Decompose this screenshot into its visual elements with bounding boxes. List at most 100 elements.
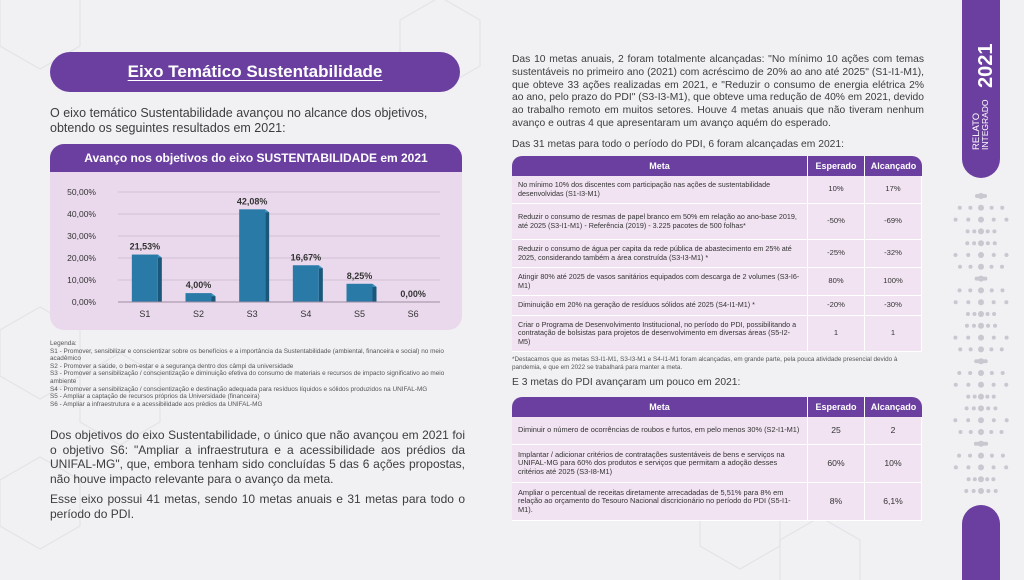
- decorative-dot: [992, 312, 997, 316]
- decorative-dot: [989, 205, 994, 210]
- decorative-dot: [989, 347, 994, 352]
- decorative-dot: [1004, 253, 1009, 257]
- decorative-dot: [964, 406, 969, 411]
- meta-cell: No mínimo 10% dos discentes com particip…: [512, 176, 808, 204]
- decorative-dot: [978, 252, 984, 258]
- alcancado-cell: 6,1%: [865, 483, 922, 521]
- decorative-dot: [985, 477, 990, 482]
- decorative-dot: [971, 406, 976, 411]
- decorative-dot: [966, 300, 971, 305]
- table-row: Atingir 80% até 2025 de vasos sanitários…: [512, 268, 922, 296]
- decorative-dot: [978, 464, 984, 471]
- meta-cell: Reduzir o consumo de água per capita da …: [512, 240, 808, 268]
- decorative-dot: [968, 453, 973, 458]
- data-label: 0,00%: [400, 289, 426, 299]
- decorative-dot: [966, 477, 971, 482]
- alcancado-cell: 100%: [865, 268, 922, 296]
- decorative-dot: [968, 430, 973, 434]
- decorative-dot: [978, 334, 984, 341]
- decorative-dot: [991, 217, 996, 222]
- decorative-dot: [978, 228, 984, 235]
- legend-item: S6 - Ampliar a infraestrutura e a acessi…: [50, 400, 263, 408]
- data-label: 21,53%: [130, 242, 161, 252]
- alcancado-cell: 17%: [865, 176, 922, 204]
- decorative-dot: [978, 322, 984, 329]
- esperado-cell: -25%: [808, 240, 865, 268]
- decorative-dot: [971, 323, 976, 328]
- table-row: Ampliar o percentual de receitas diretam…: [512, 483, 922, 521]
- decorative-dot: [999, 347, 1004, 352]
- decorative-dot: [1004, 382, 1009, 387]
- decorative-dot: [965, 312, 970, 316]
- decorative-dot: [991, 418, 996, 423]
- legend-item: S3 - Promover a sensibilização / conscie…: [50, 370, 445, 385]
- y-tick-label: 0,00%: [72, 297, 97, 307]
- esperado-cell: 10%: [808, 176, 865, 204]
- decorative-dot: [958, 430, 963, 434]
- decorative-dot: [966, 418, 971, 423]
- decorative-dot: [1004, 217, 1009, 222]
- column-header-alcancado: Alcançado: [865, 156, 922, 176]
- decorative-dot: [1004, 465, 1009, 470]
- decorative-dot: [978, 240, 984, 247]
- decorative-dot: [953, 300, 958, 305]
- decorative-dot: [991, 477, 996, 482]
- esperado-cell: 25: [808, 417, 865, 445]
- decorative-dot: [992, 229, 997, 234]
- decorative-dot: [978, 417, 984, 424]
- decorative-dot: [991, 335, 996, 340]
- bar-side: [157, 254, 162, 302]
- decorative-dot: [966, 217, 971, 222]
- side-label-line1: RELATO: [971, 113, 982, 150]
- esperado-cell: -50%: [808, 204, 865, 240]
- column-header-esperado: Esperado: [808, 156, 865, 176]
- x-tick-label: S3: [247, 309, 258, 319]
- decorative-dot: [953, 418, 958, 423]
- decorative-dot: [968, 205, 973, 210]
- decorative-dot: [978, 204, 984, 211]
- x-tick-label: S4: [300, 309, 311, 319]
- decorative-dot: [1000, 264, 1005, 269]
- column-header-esperado: Esperado: [808, 397, 865, 417]
- bar-chart: 0,00% 10,00% 20,00% 30,00% 40,00% 50,00% 21,53…: [67, 187, 440, 319]
- decorative-dot: [958, 347, 963, 352]
- side-label-year: 2021: [975, 44, 997, 89]
- decorative-dot: [957, 205, 962, 210]
- decorative-dot: [978, 311, 984, 317]
- column-header-alcancado: Alcançado: [865, 397, 922, 417]
- decorative-dot: [984, 441, 989, 446]
- decorative-dot: [953, 465, 958, 470]
- decorative-dot: [978, 405, 984, 412]
- decorative-dot: [985, 394, 990, 399]
- achieved-goals-table: Meta Esperado Alcançado No mínimo 10% do…: [512, 156, 922, 352]
- column-header-meta: Meta: [512, 156, 808, 176]
- table-row: Implantar / adicionar critérios de contr…: [512, 445, 922, 483]
- alcancado-cell: -69%: [865, 204, 922, 240]
- decorative-dot: [993, 406, 998, 411]
- decorative-dot: [978, 393, 984, 400]
- decorative-dot: [972, 241, 977, 246]
- paragraph-annual-goals: Das 10 metas anuais, 2 foram totalmente …: [512, 54, 924, 129]
- decorative-dot: [991, 382, 996, 387]
- decorative-dot: [972, 312, 977, 316]
- decorative-dot: [992, 241, 997, 246]
- decorative-dot: [966, 335, 971, 340]
- legend-heading: Legenda:: [50, 340, 77, 347]
- decorative-dot: [1000, 205, 1005, 210]
- bar-side: [318, 265, 323, 302]
- decorative-dot: [1004, 418, 1009, 423]
- x-tick-label: S5: [354, 309, 365, 319]
- y-tick-label: 20,00%: [67, 253, 96, 263]
- decorative-dot: [1004, 335, 1009, 340]
- decorative-dot: [986, 489, 991, 493]
- decorative-dot: [957, 288, 962, 293]
- table-row: Reduzir o consumo de resmas de papel bra…: [512, 204, 922, 240]
- chart-title: Avanço nos objetivos do eixo SUSTENTABIL…: [50, 144, 462, 172]
- esperado-cell: 80%: [808, 268, 865, 296]
- meta-cell: Atingir 80% até 2025 de vasos sanitários…: [512, 268, 808, 296]
- decorative-dot: [972, 229, 977, 234]
- decorative-dot: [993, 489, 998, 493]
- meta-cell: Diminuir o número de ocorrências de roub…: [512, 417, 808, 445]
- decorative-dot: [964, 323, 969, 328]
- decorative-dot: [985, 241, 990, 246]
